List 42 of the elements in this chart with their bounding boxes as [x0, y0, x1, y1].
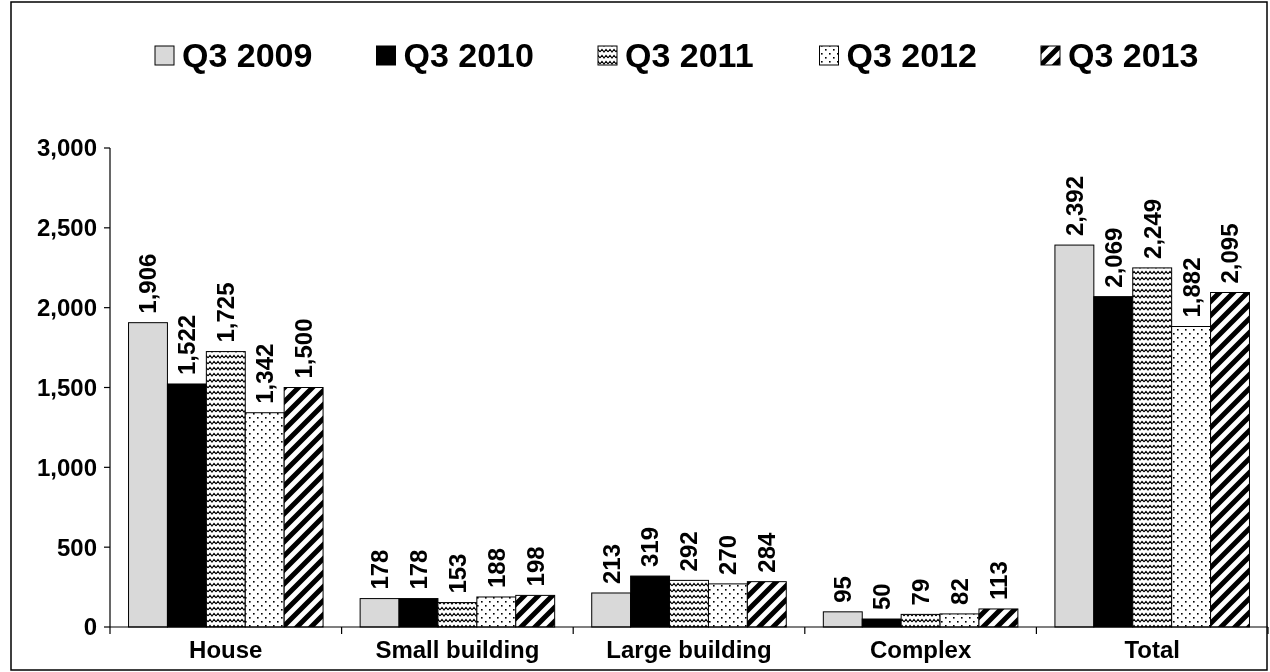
data-label: 1,906 — [134, 253, 162, 314]
data-label: 2,392 — [1060, 176, 1088, 237]
legend-label: Q3 2009 — [182, 35, 313, 74]
data-label: 82 — [945, 578, 973, 605]
data-label: 1,882 — [1177, 257, 1205, 318]
y-tick-label: 0 — [83, 613, 97, 641]
x-tick-label: House — [189, 636, 263, 664]
data-label: 50 — [868, 583, 896, 611]
data-label: 1,500 — [290, 318, 318, 379]
legend-label: Q3 2010 — [403, 35, 534, 74]
data-label: 2,069 — [1099, 227, 1127, 288]
data-label: 113 — [984, 561, 1012, 600]
data-label: 284 — [753, 531, 781, 573]
y-tick-label: 2,500 — [36, 214, 97, 242]
data-label: 2,095 — [1216, 223, 1244, 284]
y-tick-label: 1,500 — [36, 373, 97, 401]
data-label: 1,342 — [251, 343, 279, 404]
y-tick-label: 2,000 — [36, 294, 97, 322]
data-label: 198 — [521, 546, 549, 587]
y-tick-label: 1,000 — [36, 453, 97, 481]
legend-label: Q3 2011 — [625, 35, 754, 74]
x-tick-label: Large building — [606, 636, 772, 664]
legend-label: Q3 2012 — [846, 35, 977, 74]
y-tick-label: 3,000 — [36, 134, 97, 162]
data-label: 178 — [404, 549, 432, 590]
data-label: 270 — [714, 534, 742, 575]
data-label: 79 — [907, 578, 934, 606]
data-label: 153 — [443, 553, 471, 594]
x-tick-label: Total — [1124, 636, 1180, 664]
legend-label: Q3 2013 — [1068, 35, 1199, 74]
data-label: 95 — [829, 576, 857, 603]
data-label: 188 — [482, 547, 510, 588]
x-tick-label: Small building — [375, 636, 540, 664]
y-tick-label: 500 — [56, 533, 97, 561]
data-label: 2,249 — [1138, 198, 1166, 259]
data-label: 319 — [636, 527, 664, 568]
data-label: 1,725 — [212, 282, 240, 343]
data-label: 178 — [365, 549, 393, 590]
data-label: 292 — [675, 531, 703, 572]
x-tick-label: Complex — [869, 636, 972, 664]
data-label: 1,522 — [173, 314, 201, 375]
data-label: 213 — [597, 543, 625, 584]
